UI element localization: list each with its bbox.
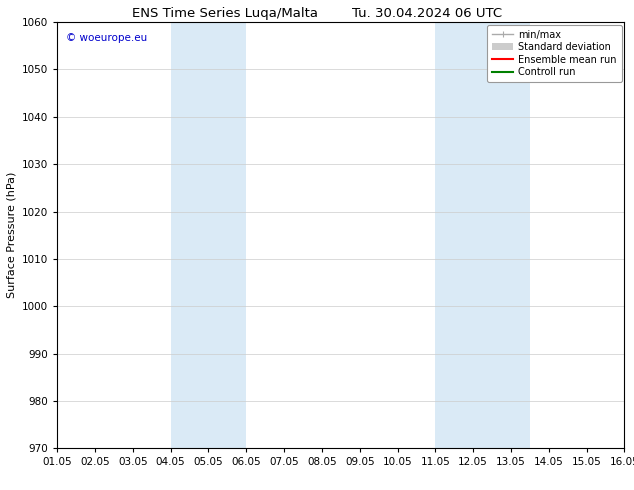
Y-axis label: Surface Pressure (hPa): Surface Pressure (hPa) — [6, 172, 16, 298]
Text: © woeurope.eu: © woeurope.eu — [65, 33, 147, 43]
Bar — [171, 22, 246, 448]
Legend: min/max, Standard deviation, Ensemble mean run, Controll run: min/max, Standard deviation, Ensemble me… — [487, 25, 621, 82]
Text: ENS Time Series Luqa/Malta        Tu. 30.04.2024 06 UTC: ENS Time Series Luqa/Malta Tu. 30.04.202… — [132, 7, 502, 21]
Bar — [436, 22, 530, 448]
